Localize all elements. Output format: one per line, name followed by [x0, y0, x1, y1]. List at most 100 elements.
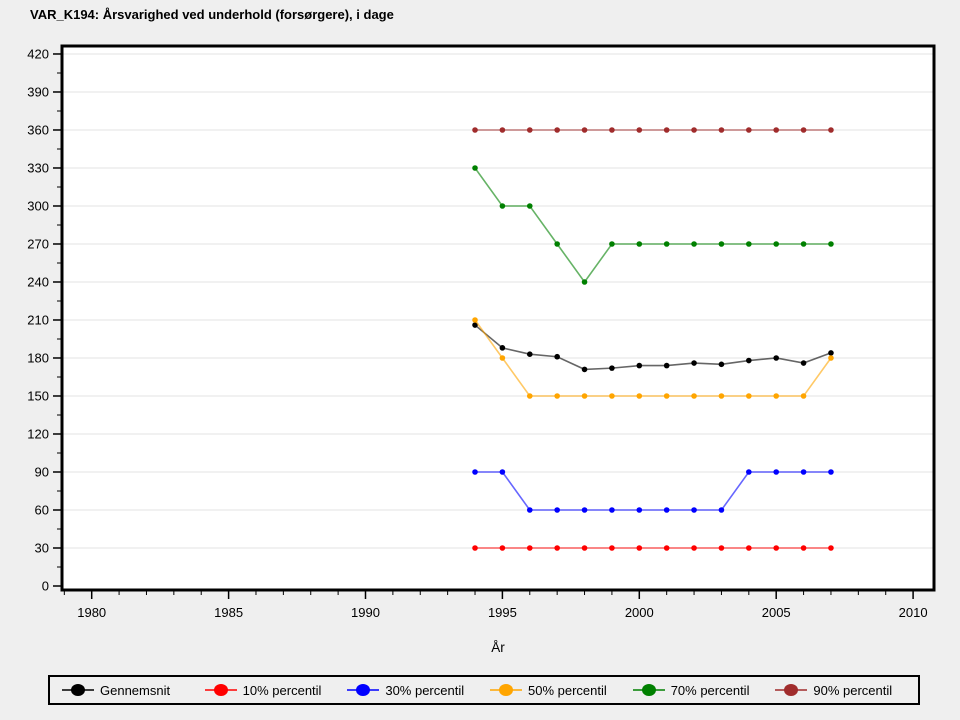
series-marker-gennemsnit [663, 362, 670, 369]
series-marker-10-percentil [663, 545, 670, 551]
series-marker-70-percentil [472, 165, 478, 171]
series-marker-gennemsnit [718, 361, 725, 368]
legend-item-label: Gennemsnit [100, 682, 171, 698]
y-axis-tick-label: 360 [27, 122, 49, 137]
series-marker-50-percentil [499, 355, 506, 361]
x-axis-tick-label: 2005 [762, 605, 791, 620]
x-axis-tick-label: 1990 [351, 605, 380, 620]
legend-item-70-percentil: 70% percentil [632, 682, 776, 698]
series-marker-70-percentil [800, 241, 807, 247]
series-marker-30-percentil [718, 507, 725, 513]
y-axis-tick-label: 150 [27, 388, 49, 403]
y-axis-tick-label: 90 [35, 464, 49, 479]
series-marker-50-percentil [773, 393, 779, 399]
legend-marker-icon [347, 684, 380, 696]
series-marker-90-percentil [691, 127, 697, 133]
series-marker-30-percentil [581, 507, 588, 513]
series-marker-10-percentil [526, 545, 533, 551]
x-axis-tick-label: 1985 [214, 605, 243, 620]
series-marker-30-percentil [773, 469, 779, 475]
series-marker-10-percentil [800, 545, 807, 551]
series-marker-70-percentil [718, 241, 725, 247]
series-marker-10-percentil [581, 545, 588, 551]
series-marker-30-percentil [499, 469, 506, 475]
series-marker-10-percentil [718, 545, 725, 551]
series-marker-90-percentil [718, 127, 725, 133]
series-marker-70-percentil [609, 241, 615, 247]
series-marker-50-percentil [636, 393, 643, 399]
legend-item-label: 10% percentil [242, 682, 322, 698]
series-marker-50-percentil [691, 393, 697, 399]
y-axis-tick-label: 210 [27, 312, 49, 327]
series-marker-50-percentil [828, 355, 834, 361]
series-marker-30-percentil [828, 469, 834, 475]
series-marker-50-percentil [554, 393, 560, 399]
series-line-50-percentil [474, 319, 832, 397]
series-marker-50-percentil [718, 393, 725, 399]
series-marker-70-percentil [773, 241, 779, 247]
series-marker-70-percentil [636, 241, 643, 247]
series-marker-50-percentil [472, 317, 478, 323]
x-axis-tick-label: 1995 [488, 605, 517, 620]
series-marker-gennemsnit [773, 355, 779, 361]
series-marker-50-percentil [581, 393, 588, 399]
series-marker-gennemsnit [499, 345, 506, 351]
series-marker-50-percentil [746, 393, 752, 399]
y-axis-tick-label: 390 [27, 84, 49, 99]
series-line-gennemsnit [474, 324, 832, 371]
series-marker-70-percentil [746, 241, 752, 247]
y-axis-tick-label: 270 [27, 236, 49, 251]
x-axis-tick-label: 2010 [899, 605, 928, 620]
legend-marker-icon [62, 684, 94, 696]
y-axis-tick-label: 300 [27, 198, 49, 213]
series-marker-10-percentil [472, 545, 478, 551]
series-marker-30-percentil [636, 507, 643, 513]
series-marker-70-percentil [581, 279, 588, 285]
series-marker-90-percentil [800, 127, 807, 133]
series-marker-90-percentil [663, 127, 670, 133]
y-axis-tick-label: 240 [27, 274, 49, 289]
series-marker-90-percentil [526, 127, 533, 133]
series-marker-70-percentil [499, 203, 506, 209]
series-marker-gennemsnit [828, 350, 834, 356]
series-marker-70-percentil [554, 241, 560, 247]
series-marker-gennemsnit [526, 351, 533, 357]
series-marker-30-percentil [472, 469, 478, 475]
series-marker-50-percentil [609, 393, 615, 399]
series-marker-gennemsnit [691, 360, 697, 366]
series-marker-gennemsnit [800, 360, 807, 366]
series-marker-90-percentil [609, 127, 615, 133]
legend: Gennemsnit 10% percentil 30% percentil 50% … [48, 675, 920, 705]
legend-item-label: 30% percentil [385, 682, 465, 698]
series-marker-10-percentil [691, 545, 697, 551]
series-marker-50-percentil [526, 393, 533, 399]
series-marker-gennemsnit [472, 322, 478, 328]
legend-marker-icon [490, 684, 523, 696]
series-marker-gennemsnit [746, 357, 752, 364]
legend-marker-icon [632, 684, 665, 696]
legend-marker-icon [204, 684, 237, 696]
series-marker-90-percentil [828, 127, 834, 133]
series-marker-gennemsnit [581, 366, 588, 373]
y-axis-tick-label: 0 [42, 579, 49, 594]
series-marker-30-percentil [691, 507, 697, 513]
series-marker-90-percentil [554, 127, 560, 133]
series-marker-70-percentil [526, 203, 533, 209]
series-marker-30-percentil [800, 469, 807, 475]
series-marker-70-percentil [663, 241, 670, 247]
series-marker-10-percentil [828, 545, 834, 551]
legend-item-90-percentil: 90% percentil [775, 682, 918, 698]
legend-item-label: 90% percentil [813, 682, 893, 698]
series-marker-gennemsnit [609, 365, 615, 371]
legend-item-50-percentil: 50% percentil [490, 682, 633, 698]
series-marker-10-percentil [746, 545, 752, 551]
series-marker-10-percentil [636, 545, 643, 551]
chart-title: VAR_K194: Årsvarighed ved underhold (for… [30, 7, 394, 22]
legend-marker-icon [775, 684, 808, 696]
series-marker-30-percentil [526, 507, 533, 513]
series-line-30-percentil [475, 471, 831, 511]
legend-item-30-percentil: 30% percentil [347, 682, 490, 698]
series-marker-90-percentil [581, 127, 588, 133]
series-marker-10-percentil [773, 545, 779, 551]
series-marker-50-percentil [663, 393, 670, 399]
